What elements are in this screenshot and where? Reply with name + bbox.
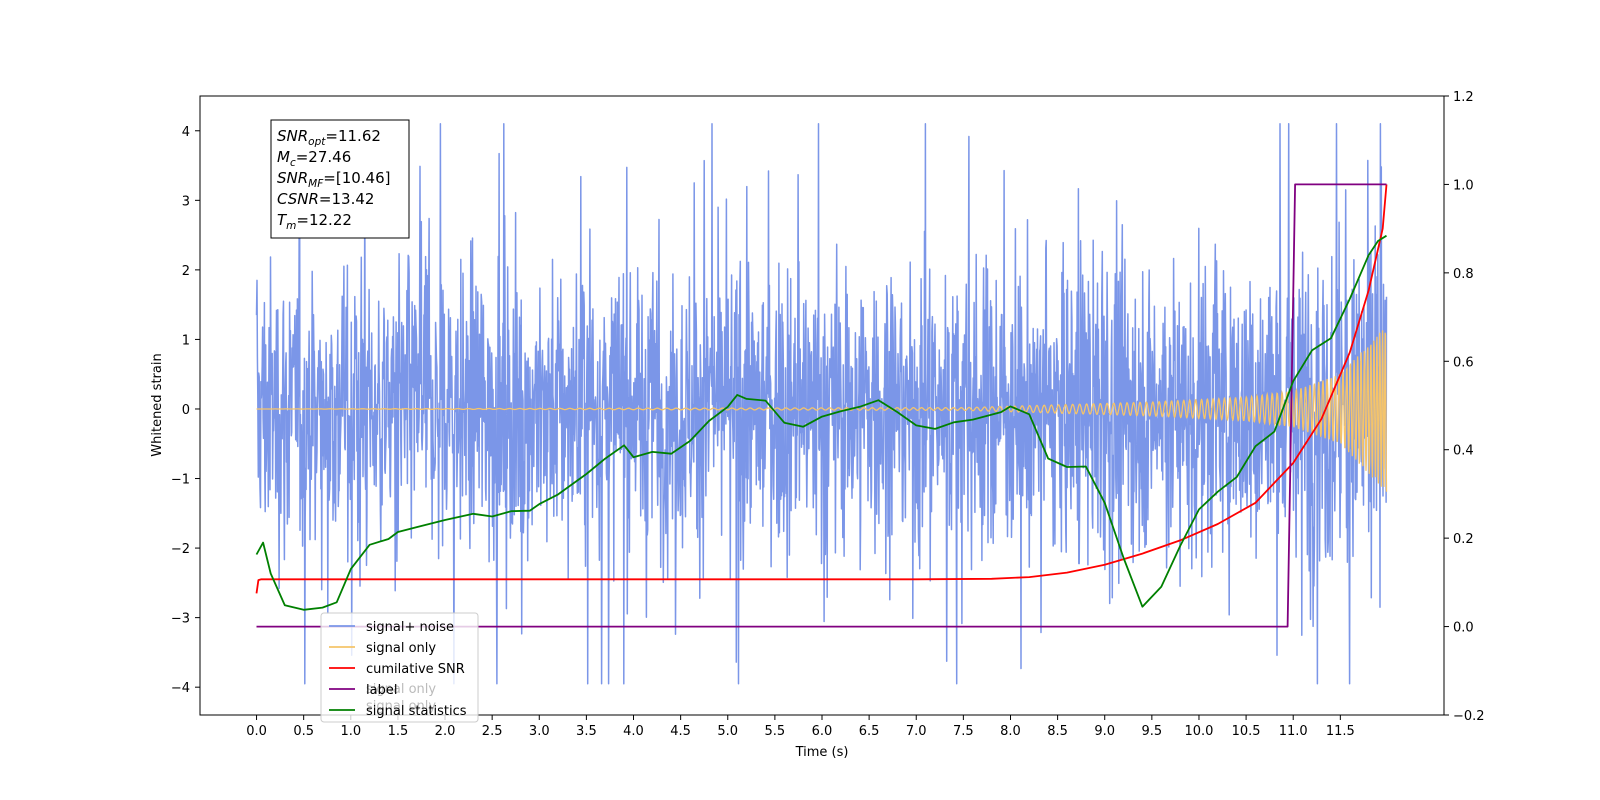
x-tick-label: 0.0 [246, 724, 267, 739]
x-tick-label: 10.5 [1232, 724, 1261, 739]
x-tick-label: 11.5 [1326, 724, 1355, 739]
y-left-tick-label: −1 [171, 473, 190, 488]
x-tick-label: 11.0 [1279, 724, 1308, 739]
legend-label: signal only [366, 641, 436, 656]
series-signal-statistics [255, 234, 1387, 611]
x-tick-label: 0.5 [293, 724, 314, 739]
series-cumulative-snr [255, 184, 1388, 594]
annotation-line: Tm=12.22 [277, 211, 352, 232]
x-tick-label: 8.0 [1000, 724, 1021, 739]
legend-hidden-text: signal only [366, 699, 436, 714]
y-right-tick-label: 0.8 [1453, 267, 1474, 282]
legend-label: signal+ noise [366, 620, 454, 635]
x-tick-label: 2.5 [482, 724, 503, 739]
y-right-tick-label: −0.2 [1453, 709, 1485, 724]
x-tick-label: 1.5 [388, 724, 409, 739]
series-label [256, 183, 1387, 628]
legend-label: label [366, 683, 397, 698]
y-left-tick-label: −3 [171, 612, 190, 627]
series-signal-only [256, 330, 1388, 492]
legend-hidden-text: signal only [366, 682, 436, 697]
y-right-tick-label: 1.0 [1453, 178, 1474, 193]
y-right-tick-label: 0.4 [1453, 444, 1474, 459]
x-tick-label: 6.5 [859, 724, 880, 739]
y-right-tick-label: 0.2 [1453, 532, 1474, 547]
plot-layer [255, 123, 1388, 685]
y-left-tick-label: −4 [171, 681, 190, 696]
x-tick-label: 3.5 [576, 724, 597, 739]
annotation-box: SNRopt=11.62Mc=27.46SNRMF=[10.46]CSNR=13… [270, 119, 410, 239]
plot-frame [199, 95, 1445, 716]
x-axis-label: Time (s) [795, 745, 849, 760]
annotation-line: CSNR=13.42 [277, 190, 374, 208]
ticks-layer: 0.0 0.5 1.0 1.5 2.0 2.5 3.0 3.5 4.0 4.5 5.0 5.5 6.0 6… [171, 90, 1485, 739]
x-tick-label: 8.5 [1047, 724, 1068, 739]
y-right-tick-label: 1.2 [1453, 90, 1474, 105]
x-tick-label: 5.0 [717, 724, 738, 739]
y-left-tick-label: −2 [171, 542, 190, 557]
x-tick-label: 2.0 [435, 724, 456, 739]
x-tick-label: 9.0 [1094, 724, 1115, 739]
y-left-tick-label: 4 [182, 125, 190, 140]
x-tick-label: 4.0 [623, 724, 644, 739]
y-axis-label: Whitened strain [150, 353, 165, 456]
x-tick-label: 5.5 [765, 724, 786, 739]
legend-frame [320, 612, 479, 723]
x-tick-label: 10.0 [1184, 724, 1213, 739]
annotation-frame [270, 119, 410, 239]
annotation-line: Mc=27.46 [277, 148, 351, 169]
x-tick-label: 4.5 [670, 724, 691, 739]
y-right-tick-label: 0.0 [1453, 621, 1474, 636]
legend: signal only signal only signal+ noise signa… [320, 612, 479, 723]
x-tick-label: 7.5 [953, 724, 974, 739]
legend-label: cumilative SNR [366, 662, 465, 677]
y-left-tick-label: 0 [182, 403, 190, 418]
annotation-line: SNRopt=11.62 [277, 127, 381, 148]
x-tick-label: 9.5 [1142, 724, 1163, 739]
x-tick-label: 6.0 [812, 724, 833, 739]
series-signal-noise [255, 123, 1388, 685]
x-tick-label: 7.0 [906, 724, 927, 739]
x-tick-label: 3.0 [529, 724, 550, 739]
y-left-tick-label: 3 [182, 194, 190, 209]
annotation-line: SNRMF=[10.46] [277, 169, 391, 190]
legend-label: signal statistics [366, 704, 467, 719]
x-tick-label: 1.0 [340, 724, 361, 739]
y-left-tick-label: 1 [182, 333, 190, 348]
y-left-tick-label: 2 [182, 264, 190, 279]
y-right-tick-label: 0.6 [1453, 355, 1474, 370]
